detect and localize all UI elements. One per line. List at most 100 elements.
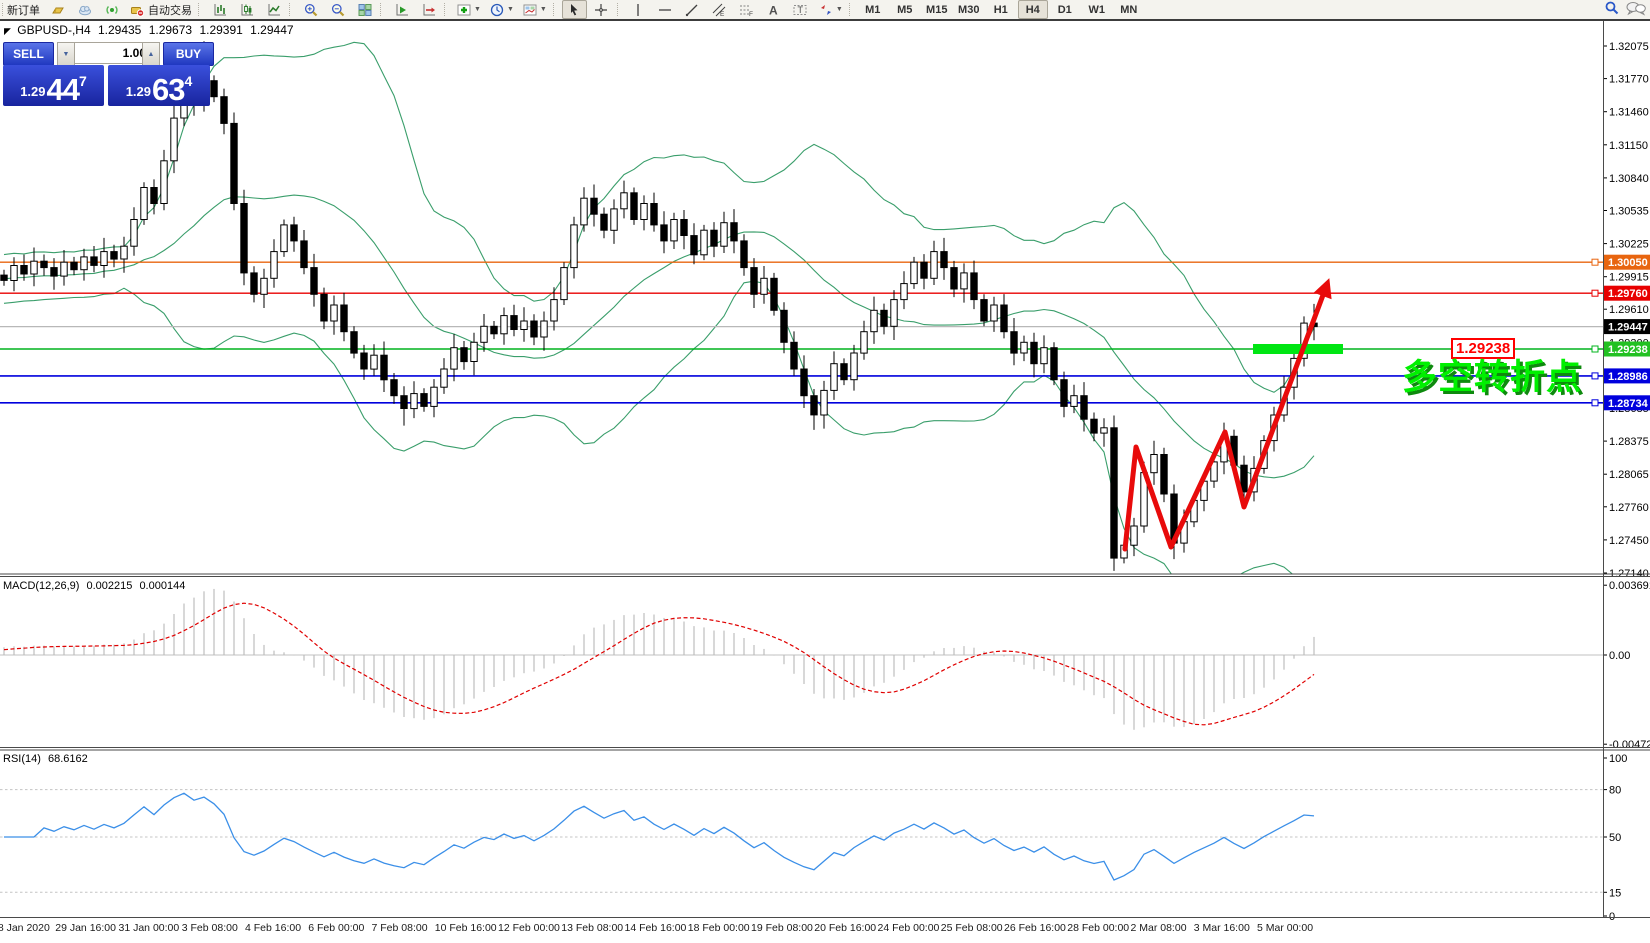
line-chart-icon[interactable] (261, 0, 286, 19)
highlight-zone-rect[interactable] (1253, 344, 1343, 354)
symbol-period: GBPUSD-,H4 (17, 23, 91, 37)
timeframe-w1[interactable]: W1 (1088, 3, 1106, 16)
svg-text:25 Feb 08:00: 25 Feb 08:00 (941, 922, 1003, 934)
hline-handle[interactable] (1591, 345, 1599, 353)
turning-point-note[interactable]: 多空转折点 (1402, 358, 1583, 397)
toolbar-group: E F A T ▼ (625, 0, 847, 19)
pane-separators[interactable] (0, 21, 1650, 918)
svg-text:1.29915: 1.29915 (1609, 272, 1649, 284)
sell-price-display[interactable]: 1.29 44 7 (3, 65, 104, 106)
svg-text:2 Mar 08:00: 2 Mar 08:00 (1131, 922, 1187, 934)
svg-text:7 Feb 08:00: 7 Feb 08:00 (372, 922, 428, 934)
chat-icon[interactable] (1626, 1, 1646, 19)
volume-decrease-button[interactable]: ▼ (57, 42, 75, 66)
templates-icon[interactable]: ▼ (519, 0, 550, 19)
svg-text:T: T (798, 5, 804, 15)
toolbar-separator (848, 3, 854, 16)
toolbar-group: ▼ ▼ ▼ (452, 0, 551, 19)
text-icon[interactable]: A (761, 0, 786, 19)
tile-windows-icon[interactable] (352, 0, 377, 19)
svg-text:5 Mar 00:00: 5 Mar 00:00 (1257, 922, 1313, 934)
equidistant-channel-icon[interactable]: E (707, 0, 732, 19)
svg-text:6 Feb 00:00: 6 Feb 00:00 (308, 922, 364, 934)
crosshair-icon[interactable] (589, 0, 614, 19)
buy-button[interactable]: BUY (163, 42, 214, 66)
timeframe-h4[interactable]: H4 (1017, 0, 1048, 19)
timeframe-m5[interactable]: M5 (897, 3, 913, 16)
periods-icon[interactable]: ▼ (486, 0, 517, 19)
svg-text:1.29760: 1.29760 (1608, 288, 1648, 300)
timeframe-mn[interactable]: MN (1120, 3, 1138, 16)
svg-text:1.28375: 1.28375 (1609, 436, 1649, 448)
text-label-icon[interactable]: T (788, 0, 813, 19)
volume-input[interactable] (75, 42, 150, 64)
sell-button[interactable]: SELL (3, 42, 54, 66)
indicators-icon[interactable]: ▼ (453, 0, 484, 19)
buy-price-display[interactable]: 1.29 63 4 (108, 65, 210, 106)
macd-pane[interactable] (0, 588, 1603, 730)
svg-text:1.27760: 1.27760 (1609, 502, 1649, 514)
hosting-cloud-icon[interactable] (72, 0, 97, 19)
candlestick-chart-icon[interactable] (234, 0, 259, 19)
bar-chart-icon[interactable] (207, 0, 232, 19)
autotrading-button[interactable]: 自动交易 (126, 0, 195, 19)
timeframe-m15[interactable]: M15 (926, 3, 948, 16)
timeframe-group: M1 M5 M15 M30 H1 H4 D1 W1 MN (857, 0, 1145, 19)
svg-text:E: E (720, 11, 725, 18)
hline-handle[interactable] (1591, 399, 1599, 407)
fibonacci-icon[interactable]: F (734, 0, 759, 19)
new-order-button[interactable]: 新订单 (7, 4, 40, 17)
zoom-out-icon[interactable] (325, 0, 350, 19)
zoom-in-icon[interactable] (298, 0, 323, 19)
timeframe-m1[interactable]: M1 (865, 3, 881, 16)
toolbar-group (206, 0, 287, 19)
metaeditor-icon[interactable] (45, 0, 70, 19)
svg-text:28 Feb 00:00: 28 Feb 00:00 (1067, 922, 1129, 934)
timeframe-h1[interactable]: H1 (993, 3, 1008, 16)
auto-scroll-icon[interactable] (389, 0, 414, 19)
svg-text:1.32075: 1.32075 (1609, 41, 1649, 53)
chart-shift-icon[interactable] (416, 0, 441, 19)
toolbar-separator (380, 3, 385, 16)
price-axis: 1.32075 1.31770 1.31460 1.31150 1.30840 1.305… (1603, 41, 1650, 580)
trend-arrow[interactable] (1122, 278, 1332, 552)
rsi-pane[interactable] (0, 789, 1603, 893)
cursor-icon[interactable] (561, 0, 587, 19)
arrows-icon[interactable]: ▼ (815, 0, 846, 19)
timeframe-m30[interactable]: M30 (958, 3, 980, 16)
volume-increase-button[interactable]: ▲ (142, 42, 160, 66)
svg-text:14 Feb 16:00: 14 Feb 16:00 (625, 922, 687, 934)
svg-text:50: 50 (1609, 832, 1621, 844)
svg-text:3 Mar 16:00: 3 Mar 16:00 (1194, 922, 1250, 934)
toolbar-separator (444, 3, 449, 16)
svg-text:29 Jan 16:00: 29 Jan 16:00 (55, 922, 116, 934)
hline-handle[interactable] (1591, 372, 1599, 380)
hline-handle[interactable] (1591, 289, 1599, 297)
toolbar-separator (198, 3, 203, 16)
horizontal-line-icon[interactable] (653, 0, 678, 19)
svg-text:1.31460: 1.31460 (1609, 107, 1649, 119)
toolbar-group (297, 0, 378, 19)
main-toolbar: 新订单 自动交易 ▼ ▼ ▼ E F A T ▼ M1 M5 M15 M30 H1 H4 D1 W1 MN (0, 0, 1650, 21)
bollinger-bands (3, 41, 1315, 574)
trendline-icon[interactable] (680, 0, 705, 19)
svg-text:20 Feb 16:00: 20 Feb 16:00 (814, 922, 876, 934)
svg-text:1.29238: 1.29238 (1608, 344, 1648, 356)
svg-text:12 Feb 00:00: 12 Feb 00:00 (498, 922, 560, 934)
svg-text:13 Feb 08:00: 13 Feb 08:00 (561, 922, 623, 934)
search-icon[interactable] (1604, 0, 1620, 19)
signals-icon[interactable] (99, 0, 124, 19)
hline-handle[interactable] (1591, 258, 1599, 266)
price-callout-box[interactable]: 1.29238 (1451, 338, 1516, 359)
svg-text:24 Feb 00:00: 24 Feb 00:00 (878, 922, 940, 934)
ohlc-open: 1.29435 (97, 23, 142, 37)
timeframe-d1[interactable]: D1 (1057, 3, 1072, 16)
buy-price-sup: 4 (184, 73, 193, 89)
vertical-line-icon[interactable] (626, 0, 651, 19)
price-pane[interactable] (0, 41, 1603, 588)
svg-text:1.29610: 1.29610 (1609, 304, 1649, 316)
